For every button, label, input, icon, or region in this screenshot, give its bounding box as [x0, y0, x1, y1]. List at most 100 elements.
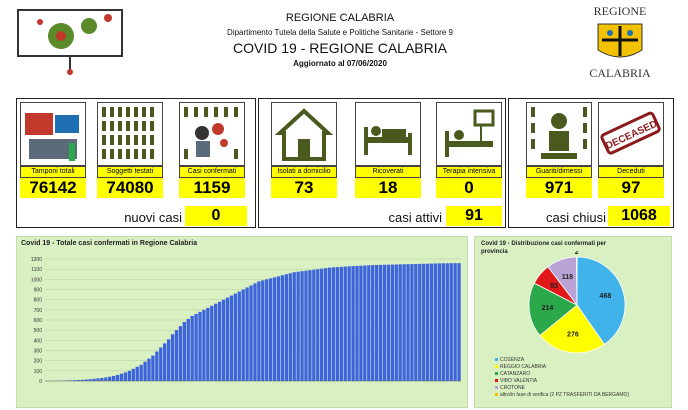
- pie-slice: [539, 304, 606, 354]
- bar: [261, 280, 265, 381]
- recovered-icon: [526, 102, 592, 166]
- bar: [166, 339, 171, 381]
- bar: [453, 263, 457, 381]
- bar: [253, 283, 257, 381]
- bar: [163, 343, 167, 381]
- bar: [217, 301, 222, 381]
- bar: [323, 268, 328, 381]
- legend-item: VIBO VALENTIA: [495, 378, 671, 385]
- bar: [339, 266, 343, 381]
- bar: [272, 277, 277, 381]
- bar: [186, 318, 190, 381]
- tile-ricoverati: Ricoverati: [355, 102, 421, 180]
- bar: [398, 264, 402, 381]
- legend-item: CROTONE: [495, 385, 671, 392]
- value-soggetti: 74080: [97, 178, 163, 198]
- tile-label: Soggetti testati: [97, 166, 163, 178]
- tile-deceduti: DECEASED Deceduti: [598, 102, 664, 180]
- virus-icon: [17, 9, 123, 75]
- bar: [84, 379, 88, 381]
- bar: [194, 313, 198, 381]
- bar: [296, 271, 300, 381]
- y-tick-label: 100: [34, 369, 43, 375]
- bar: [206, 307, 210, 381]
- bar: [178, 326, 183, 381]
- tile-terapia: Terapia intensiva: [436, 102, 502, 180]
- bar: [363, 265, 367, 381]
- y-tick-label: 1100: [31, 267, 42, 273]
- bar: [265, 279, 269, 381]
- bar: [351, 266, 355, 381]
- bar: [300, 271, 304, 381]
- bar: [159, 347, 163, 381]
- bar: [312, 269, 316, 381]
- bar: [378, 264, 383, 381]
- y-tick-label: 700: [34, 308, 43, 314]
- tile-label: Guariti/dimessi: [526, 166, 592, 178]
- bed-icon: [355, 102, 421, 166]
- bar: [139, 364, 143, 381]
- bar: [327, 267, 332, 381]
- icu-icon: [436, 102, 502, 166]
- bar: [229, 295, 234, 381]
- tile-label: Isolati a domicilio: [271, 166, 337, 178]
- bar: [445, 263, 449, 381]
- new-cases-label: nuovi casi: [124, 210, 182, 225]
- bar: [225, 297, 230, 381]
- value-confermati: 1159: [179, 178, 245, 198]
- pie-chart-title: Covid 19 - Distribuzione casi confermati…: [481, 241, 607, 255]
- bar: [418, 263, 422, 381]
- bar: [449, 263, 453, 381]
- legend-swatch: [495, 386, 498, 390]
- bar: [280, 275, 285, 381]
- tile-guariti: Guariti/dimessi: [526, 102, 592, 180]
- bar: [170, 334, 175, 381]
- pie-chart: 468 276 214 83 118 2: [528, 251, 626, 354]
- bar: [410, 264, 414, 381]
- bar: [131, 368, 135, 381]
- updated-date: Aggiornato al 07/06/2020: [293, 59, 387, 68]
- pie-value-label: 83: [550, 283, 558, 290]
- bar: [241, 289, 245, 381]
- bar: [190, 315, 194, 381]
- bar: [237, 291, 241, 381]
- bar: [210, 305, 214, 381]
- y-tick-label: 0: [39, 379, 42, 385]
- bar: [119, 373, 124, 381]
- logo-text-top: REGIONE: [593, 4, 647, 18]
- legend-label: VIBO VALENTIA: [500, 378, 538, 384]
- bar: [182, 322, 186, 381]
- closed-cases-value: 1068: [608, 206, 670, 226]
- bar: [100, 377, 104, 381]
- tile-soggetti: Soggetti testati: [97, 102, 163, 180]
- bar: [414, 263, 418, 381]
- bar: [394, 264, 398, 381]
- bar: [374, 264, 379, 381]
- bar: [151, 355, 155, 381]
- bar: [367, 265, 371, 381]
- active-cases-label: casi attivi: [388, 210, 442, 225]
- bar: [108, 376, 112, 381]
- bar: [147, 358, 151, 381]
- pie-value-label: 2: [575, 251, 579, 256]
- legend-item: altro/in fase di verifica (2 PZ TRASFERI…: [495, 392, 671, 399]
- bar: [143, 361, 147, 381]
- bar: [123, 372, 128, 381]
- y-tick-label: 500: [34, 328, 43, 334]
- bar: [288, 273, 292, 381]
- y-tick-label: 300: [34, 349, 43, 355]
- value-deceduti: 97: [598, 178, 664, 198]
- legend-label: CROTONE: [500, 385, 525, 391]
- bar: [457, 263, 461, 381]
- bar: [386, 264, 391, 381]
- legend-label: COSENZA: [500, 357, 525, 363]
- bar: [433, 263, 438, 381]
- legend-item: COSENZA: [495, 357, 671, 364]
- bar: [92, 378, 96, 381]
- bar: [72, 380, 77, 381]
- value-guariti: 971: [526, 178, 592, 198]
- tile-label: Ricoverati: [355, 166, 421, 178]
- pie-chart-panel: Covid 19 - Distribuzione casi confermati…: [474, 236, 672, 408]
- bar: [422, 263, 426, 381]
- y-tick-label: 1000: [31, 277, 42, 283]
